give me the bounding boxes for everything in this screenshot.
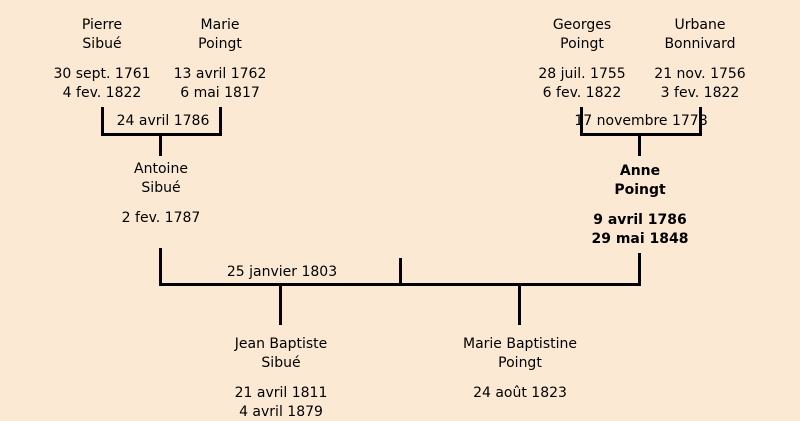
person-given-name: Marie bbox=[200, 17, 240, 33]
person-marie-poingt[interactable]: Marie Poingt 13 avril 1762 6 mai 1817 bbox=[174, 16, 267, 103]
person-birth-date: 13 avril 1762 bbox=[173, 66, 267, 82]
person-given-name: Anne bbox=[619, 163, 661, 179]
person-given-name: Marie Baptistine bbox=[463, 336, 577, 352]
connector-central-date-tick bbox=[399, 258, 402, 283]
person-birth-date: 28 juil. 1755 bbox=[538, 66, 626, 82]
person-georges-poingt[interactable]: Georges Poingt 28 juil. 1755 6 fev. 1822 bbox=[538, 16, 625, 103]
person-birth-date: 21 avril 1811 bbox=[234, 385, 328, 401]
person-given-name: Pierre bbox=[81, 17, 123, 33]
person-surname: Bonnivard bbox=[664, 36, 736, 52]
person-given-name: Antoine bbox=[134, 161, 188, 177]
person-given-name: Urbane bbox=[674, 17, 726, 33]
person-surname: Poingt bbox=[198, 36, 242, 52]
connector-maternal-father-drop bbox=[580, 107, 583, 136]
person-surname: Sibué bbox=[82, 36, 122, 52]
connector-central-wife-drop bbox=[638, 253, 641, 283]
connector-paternal-marriage-bar bbox=[101, 133, 222, 136]
connector-central-marriage-bar bbox=[159, 283, 641, 286]
connector-central-child2-stub bbox=[518, 286, 521, 325]
person-anne-poingt[interactable]: Anne Poingt 9 avril 1786 29 mai 1848 bbox=[591, 162, 688, 249]
marriage-date-maternal: 17 novembre 1778 bbox=[574, 113, 708, 129]
person-given-name: Jean Baptiste bbox=[234, 336, 328, 352]
person-birth-date: 2 fev. 1787 bbox=[121, 210, 201, 226]
marriage-date-central: 25 janvier 1803 bbox=[226, 264, 338, 280]
connector-paternal-child-stub bbox=[159, 136, 162, 156]
connector-maternal-marriage-bar bbox=[580, 133, 702, 136]
person-given-name: Georges bbox=[552, 17, 612, 33]
marriage-date-paternal: 24 avril 1786 bbox=[116, 113, 210, 129]
person-surname: Sibué bbox=[141, 180, 181, 196]
person-marie-baptistine-poingt[interactable]: Marie Baptistine Poingt 24 août 1823 bbox=[463, 335, 577, 403]
person-birth-date: 9 avril 1786 bbox=[593, 212, 687, 228]
person-jean-baptiste-sibue[interactable]: Jean Baptiste Sibué 21 avril 1811 4 avri… bbox=[235, 335, 328, 421]
person-birth-date: 24 août 1823 bbox=[473, 385, 567, 401]
person-pierre-sibue[interactable]: Pierre Sibué 30 sept. 1761 4 fev. 1822 bbox=[53, 16, 150, 103]
person-birth-date: 21 nov. 1756 bbox=[654, 66, 746, 82]
connector-paternal-father-drop bbox=[101, 107, 104, 136]
person-urbane-bonnivard[interactable]: Urbane Bonnivard 21 nov. 1756 3 fev. 182… bbox=[654, 16, 745, 103]
person-antoine-sibue[interactable]: Antoine Sibué 2 fev. 1787 bbox=[122, 160, 201, 228]
connector-central-child1-stub bbox=[279, 286, 282, 325]
connector-paternal-mother-drop bbox=[219, 107, 222, 136]
person-death-date: 29 mai 1848 bbox=[591, 231, 689, 247]
person-surname: Poingt bbox=[614, 182, 666, 198]
connector-central-husband-drop bbox=[159, 248, 162, 283]
connector-maternal-child-stub bbox=[638, 136, 641, 156]
person-death-date: 4 fev. 1822 bbox=[62, 85, 142, 101]
person-death-date: 4 avril 1879 bbox=[239, 404, 323, 420]
connector-maternal-mother-drop bbox=[699, 107, 702, 136]
person-death-date: 6 fev. 1822 bbox=[542, 85, 622, 101]
person-surname: Poingt bbox=[560, 36, 604, 52]
person-surname: Sibué bbox=[261, 355, 301, 371]
person-surname: Poingt bbox=[498, 355, 542, 371]
person-death-date: 6 mai 1817 bbox=[180, 85, 260, 101]
person-death-date: 3 fev. 1822 bbox=[660, 85, 740, 101]
person-birth-date: 30 sept. 1761 bbox=[53, 66, 151, 82]
